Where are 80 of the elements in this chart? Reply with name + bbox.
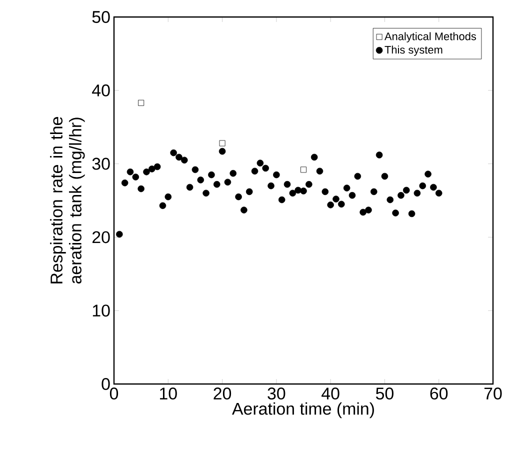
x-tick-label: 20 <box>214 388 232 400</box>
point <box>332 196 340 202</box>
x-tick-label: 50 <box>376 388 394 400</box>
legend-label: Analytical Methods <box>384 32 476 42</box>
point <box>338 200 345 208</box>
y-tick-label: 10 <box>92 304 110 317</box>
point <box>419 182 426 190</box>
point <box>414 190 421 197</box>
y-tick-label: 30 <box>92 158 110 170</box>
point <box>348 192 356 199</box>
point <box>251 168 258 175</box>
point <box>370 188 378 196</box>
point <box>159 202 166 210</box>
point <box>186 184 194 191</box>
point <box>392 210 399 216</box>
point <box>224 178 232 186</box>
point <box>230 170 237 177</box>
x-axis-title: Aeration time (min) <box>232 402 374 418</box>
point <box>154 163 161 170</box>
point <box>219 140 226 146</box>
point <box>126 168 134 176</box>
point <box>322 188 329 196</box>
point <box>306 180 312 188</box>
x-tick-label: 30 <box>268 388 286 400</box>
point <box>278 196 286 204</box>
point <box>138 185 144 192</box>
x-tick-label: 60 <box>430 388 448 400</box>
point <box>197 176 204 184</box>
y-axis-title: Respiration rate in the aeration tank (mg/l/hr) <box>50 117 85 284</box>
point <box>262 164 269 172</box>
point <box>316 168 324 175</box>
point <box>148 166 156 172</box>
point <box>398 192 404 199</box>
x-tick-label: 70 <box>484 388 502 400</box>
point <box>192 166 199 174</box>
point <box>376 152 383 158</box>
point <box>256 160 264 166</box>
point <box>402 186 410 194</box>
point <box>246 188 253 196</box>
point <box>327 202 334 208</box>
point <box>268 182 274 190</box>
point <box>164 193 172 200</box>
point <box>365 206 372 214</box>
point <box>310 154 318 161</box>
y-tick-label: 0 <box>102 378 110 390</box>
point <box>430 184 437 191</box>
legend-label: This system <box>384 46 442 56</box>
point <box>381 172 388 180</box>
point <box>181 156 188 164</box>
point <box>273 171 280 178</box>
point <box>424 170 432 178</box>
y-tick-label: 20 <box>92 231 110 244</box>
point <box>170 149 177 156</box>
point <box>300 188 307 194</box>
point <box>235 193 242 200</box>
x-tick-label: 40 <box>322 388 340 400</box>
point <box>143 168 150 176</box>
point <box>435 190 442 197</box>
point <box>354 172 362 180</box>
point <box>208 171 215 178</box>
x-tick-label: 10 <box>160 388 177 400</box>
point <box>289 190 296 197</box>
point <box>408 210 416 218</box>
point <box>240 206 248 214</box>
point <box>343 184 350 192</box>
point <box>202 190 210 197</box>
point <box>360 208 366 216</box>
y-tick-label: 40 <box>92 84 110 96</box>
point <box>116 230 123 238</box>
x-tick-label: 0 <box>110 388 118 400</box>
point <box>386 196 394 204</box>
point <box>132 174 140 180</box>
y-tick-label: 50 <box>92 11 110 24</box>
point <box>284 180 291 188</box>
point <box>176 154 182 161</box>
point <box>121 179 128 186</box>
point <box>218 148 226 155</box>
point <box>138 100 144 106</box>
point <box>300 166 306 173</box>
point <box>213 180 220 188</box>
